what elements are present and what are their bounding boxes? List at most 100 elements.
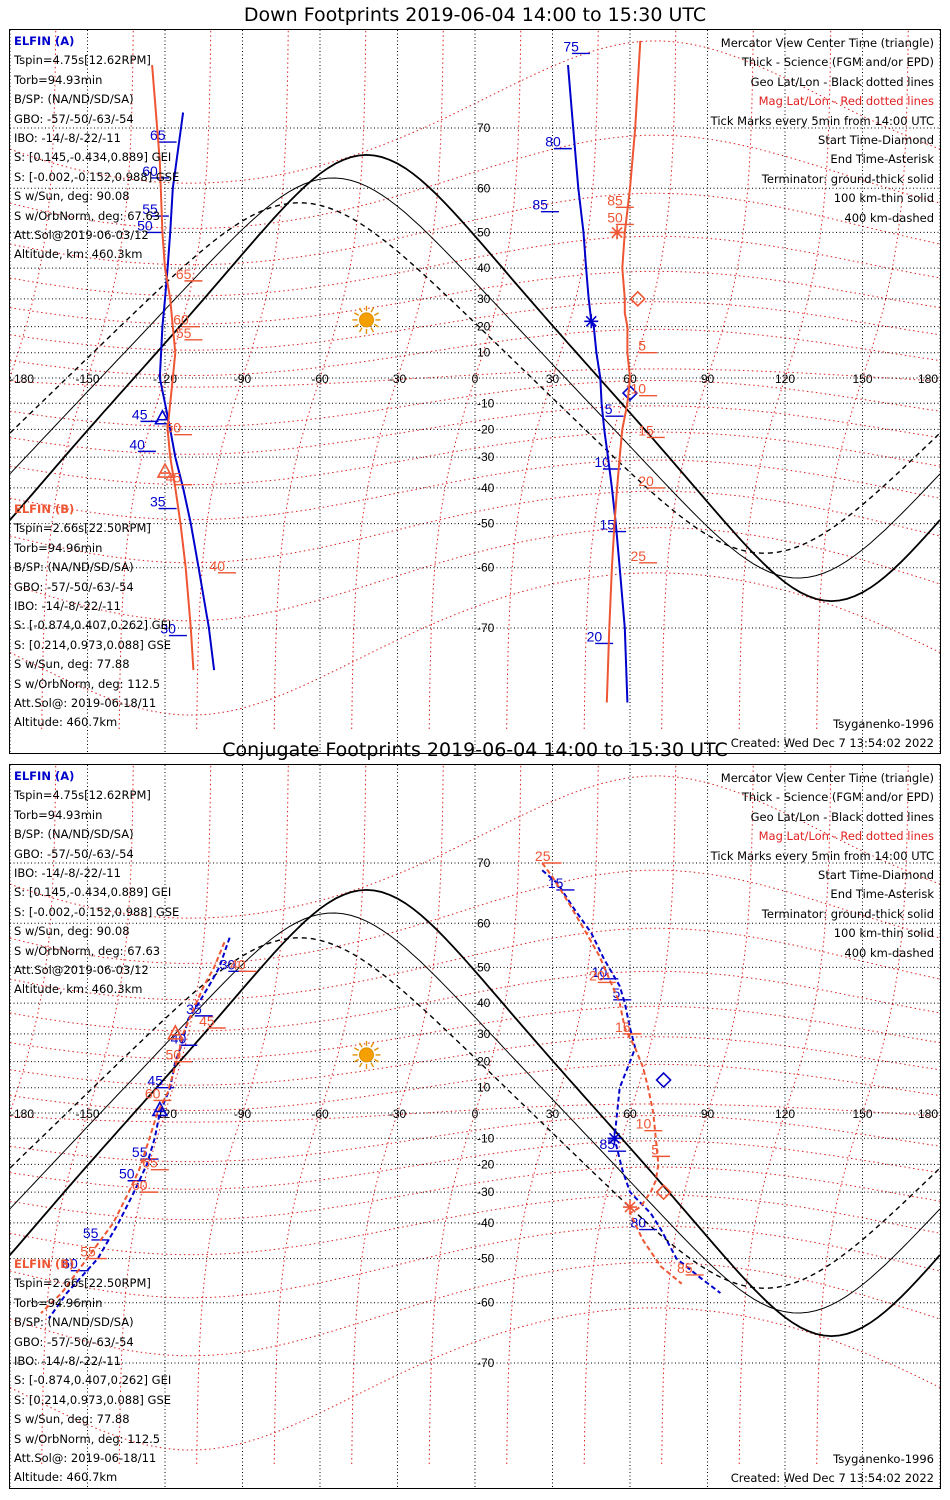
time-tick-label: 50: [137, 217, 153, 233]
sun-ray: [373, 1047, 379, 1052]
x-tick-label: 120: [775, 372, 795, 386]
x-tick-label: -60: [311, 1107, 329, 1121]
y-tick-label: -60: [477, 561, 495, 575]
view-center-triangle: [154, 409, 171, 425]
view-center-triangle: [156, 462, 174, 478]
info-line: S: [-0.002,-0.152,0.988] GSE: [14, 169, 180, 184]
time-tick-label: 15: [615, 1019, 631, 1035]
time-tick-label: 50: [166, 420, 182, 436]
info-line: Torb=94.93min: [14, 807, 103, 822]
y-tick-label: 50: [477, 225, 491, 239]
time-tick-label: 55: [132, 1144, 148, 1160]
time-tick-label: 45: [132, 406, 148, 422]
model-label: Tsyganenko-1996: [833, 717, 934, 731]
x-tick-label: 180: [918, 372, 938, 386]
info-line: Att.Sol@: 2019-06-18/11: [14, 696, 157, 711]
time-tick-label: 40: [209, 558, 225, 574]
time-tick-label: 85: [532, 197, 548, 213]
mag-lon-line: [738, 30, 832, 730]
x-tick-label: -90: [234, 1107, 252, 1121]
sun-ray: [370, 327, 375, 333]
mag-lat-line: [10, 927, 940, 1001]
info-line: GBO: -57/-50/-63/-54: [14, 846, 134, 861]
sun-icon: [359, 312, 374, 328]
view-center-triangle: [166, 1024, 184, 1040]
elfin-b-info: ELFIN (B) Tspin=2.66s[22.50RPM] Torb=94.…: [14, 500, 171, 733]
legend-line: Start Time-Diamond: [818, 133, 934, 148]
x-tick-label: 90: [701, 372, 715, 386]
y-tick-label: -10: [477, 1131, 495, 1145]
orbit-track: [567, 65, 629, 703]
time-tick-label: 50: [166, 1047, 182, 1063]
y-tick-label: -50: [477, 1252, 495, 1266]
end-asterisk: [607, 1131, 622, 1146]
mag-lat-line: [10, 379, 940, 428]
info-line: S w/OrbNorm, deg: 67.63: [14, 943, 161, 958]
sun-ray: [354, 312, 360, 317]
info-line: S w/Sun, deg: 90.08: [14, 189, 130, 204]
info-line: GBO: -57/-50/-63/-54: [14, 579, 134, 594]
sun-ray: [373, 323, 379, 328]
time-tick-label: 55: [80, 1244, 96, 1260]
map-svg-down: -180 -150 -120 -90 -60 -30 0 30 60 90 120 150 180-70…: [10, 30, 940, 753]
time-tick-label: 65: [142, 1155, 158, 1171]
info-line: Torb=94.96min: [14, 540, 103, 555]
map-svg-conjugate: -180 -150 -120 -90 -60 -30 0 30 60 90 120 150 180-70…: [10, 765, 940, 1488]
time-tick-label: 50: [607, 209, 623, 225]
y-tick-label: -60: [477, 1296, 495, 1310]
terminator-ground: [10, 153, 940, 603]
sun-ray: [370, 307, 375, 313]
info-line: GBO: -57/-50/-63/-54: [14, 111, 134, 126]
info-line: S w/OrbNorm, deg: 112.5: [14, 1431, 161, 1446]
info-line: Altitude: 460.7km: [14, 715, 118, 730]
info-line: Torb=94.93min: [14, 72, 103, 87]
mag-lon-line: [196, 765, 289, 1465]
x-tick-label: -60: [311, 372, 329, 386]
y-tick-label: -50: [477, 517, 495, 531]
info-line: B/SP: (NA/ND/SD/SA): [14, 560, 134, 575]
mag-lat-line: [10, 1063, 940, 1112]
y-tick-label: 40: [477, 261, 491, 275]
y-tick-label: 70: [477, 856, 491, 870]
legend-line: End Time-Asterisk: [830, 887, 934, 902]
time-tick-label: 10: [594, 454, 610, 470]
y-tick-label: -20: [477, 422, 495, 436]
y-tick-label: 10: [477, 346, 491, 360]
orbit-track: [158, 112, 216, 671]
y-tick-label: 20: [477, 320, 491, 334]
time-tick-label: 60: [62, 1256, 78, 1272]
created-label: Created: Wed Dec 7 13:54:02 2022: [730, 1471, 934, 1485]
time-tick-label: 25: [631, 548, 647, 564]
legend-line: Start Time-Diamond: [818, 868, 934, 883]
time-tick-label: 60: [145, 1085, 161, 1101]
created-label: Created: Wed Dec 7 13:54:02 2022: [730, 736, 934, 750]
map-panel-down: -180 -150 -120 -90 -60 -30 0 30 60 90 120 150 180 -70…: [9, 29, 941, 754]
mag-lon-line: [351, 30, 444, 730]
start-diamond: [629, 290, 646, 307]
time-tick-label: 10: [631, 381, 647, 397]
time-tick-label: 85: [677, 1260, 693, 1276]
start-diamond: [655, 1184, 672, 1201]
sun-ray: [370, 1062, 375, 1068]
y-tick-label: 60: [477, 916, 491, 930]
sun-ray: [354, 1047, 360, 1052]
info-line: S: [-0.874,0.407,0.262] GEI: [14, 1373, 172, 1388]
info-line: S w/Sun, deg: 77.88: [14, 1412, 130, 1427]
time-tick-label: 10: [636, 1116, 652, 1132]
x-tick-label: -150: [75, 1107, 99, 1121]
map-panel-conjugate: -180 -150 -120 -90 -60 -30 0 30 60 90 120 150 180 -70…: [9, 764, 941, 1489]
mag-lon-line: [351, 765, 444, 1465]
sun-ray: [373, 312, 379, 317]
x-tick-label: 0: [472, 372, 479, 386]
legend-line: Geo Lat/Lon - Black dotted lines: [750, 74, 934, 89]
legend-line: 100 km-thin solid: [833, 926, 934, 941]
time-tick-label: 45: [147, 1073, 163, 1089]
x-tick-label: 150: [852, 372, 872, 386]
x-tick-label: 120: [775, 1107, 795, 1121]
legend-line: Thick - Science (FGM and/or EPD): [741, 55, 934, 70]
elfin-b-name: ELFIN (B): [14, 1257, 75, 1271]
y-tick-label: 50: [477, 960, 491, 974]
mag-lon-line: [428, 30, 522, 730]
legend-line: Tick Marks every 5min from 14:00 UTC: [710, 113, 934, 128]
info-line: S: [0.145,-0.434,0.889] GEI: [14, 150, 172, 165]
